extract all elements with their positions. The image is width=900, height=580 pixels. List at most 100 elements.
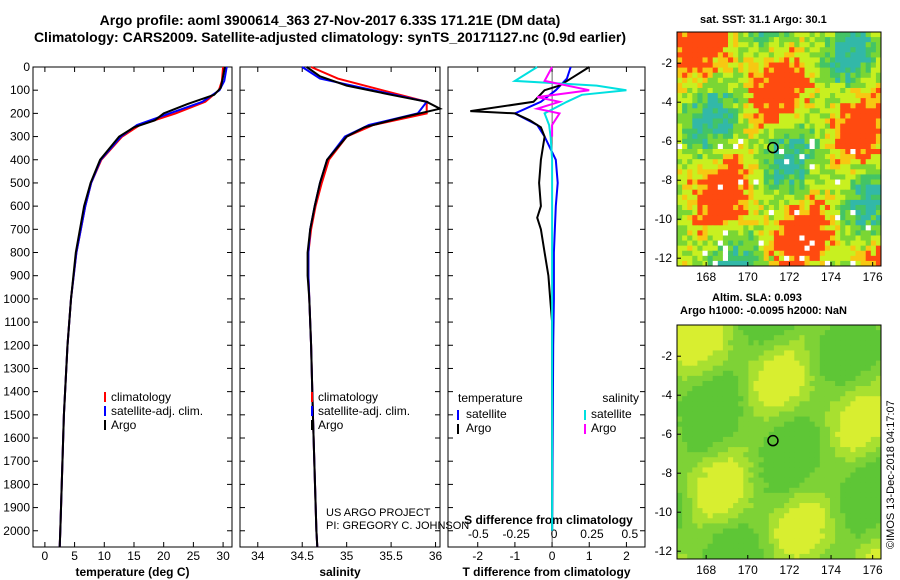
series-line-climatology [307,66,428,548]
imos-credit: ©IMOS 13-Dec-2018 04:17:07 [885,400,897,549]
map-y-tick-label: -2 [661,349,672,363]
map-y-tick-label: -8 [661,466,672,480]
x-tick-label: -1 [510,549,521,563]
series-line-climatology [58,66,225,548]
sst-map: 168 170 172 174 176 -2 -4 -6 -8 -10 -12 [655,31,883,284]
x-tick-label: 2 [623,549,630,563]
title-line-1: Argo profile: aoml 3900614_363 27-Nov-20… [99,12,561,28]
map-y-tick-label: -12 [655,544,673,558]
sst-map-title: sat. SST: 31.1 Argo: 30.1 [700,14,827,26]
x-tick-label: -2 [472,549,483,563]
y-tick-label: 1300 [3,361,30,375]
map-x-tick-label: 174 [821,270,841,284]
top-tick-label: 0.5 [622,527,639,541]
y-tick-label: 1200 [3,338,30,352]
y-tick-label: 300 [10,130,30,144]
series-line-argo [306,66,443,548]
legend-label: satellite-adj. clim. [111,404,203,418]
x-tick-label: 34.5 [291,549,315,563]
y-tick-label: 1100 [4,315,30,329]
sla-map-title-line-2: Argo h1000: -0.0095 h2000: NaN [680,305,847,317]
map-x-tick-label: 172 [779,270,799,284]
map-y-tick-label: -4 [661,388,672,402]
y-tick-label: 0 [23,60,30,74]
y-tick-label: 900 [10,269,30,283]
series-line-temperature-argo [470,66,590,531]
project-credit: US ARGO PROJECT [326,507,431,519]
y-tick-label: 1800 [3,477,30,491]
y-tick-label: 1900 [3,501,30,515]
salinity-panel: 34 34.5 35 35.5 36 salinity climatologysatelli… [239,66,443,579]
legend-label: satellite [466,407,507,421]
x-tick-label: 35 [340,549,354,563]
title-line-2: Climatology: CARS2009. Satellite-adjuste… [33,29,627,45]
map-y-tick-label: -4 [661,95,672,109]
map-y-tick-label: -2 [661,56,672,70]
map-y-tick-label: -6 [661,427,672,441]
legend-label: Argo [318,418,344,432]
x-tick-label: 25 [187,549,201,563]
x-axis-label: salinity [319,565,361,579]
legend-label: Argo [466,421,492,435]
series-line-salinity-satellite [511,66,627,531]
series-line-salinity-argo [533,66,590,137]
x-tick-label: 10 [98,549,112,563]
y-tick-label: 200 [10,106,30,120]
x-tick-label: 0 [42,549,49,563]
y-tick-label: 1600 [3,431,30,445]
legend-title-salinity: salinity [602,391,639,405]
map-y-tick-label: -8 [661,173,672,187]
map-y-tick-label: -6 [661,134,672,148]
y-tick-label: 2000 [3,524,30,538]
x-tick-label: 5 [71,549,78,563]
top-tick-label: 0.25 [580,527,604,541]
series-line-satellite-adj-clim- [301,66,429,548]
series-line-satellite-adj-clim- [58,66,228,548]
y-tick-label: 1500 [3,408,30,422]
sst-map-field [677,32,882,267]
y-tick-label: 400 [10,153,30,167]
map-y-tick-label: -10 [655,212,673,226]
y-tick-label: 700 [10,222,30,236]
legend-label: satellite [591,407,632,421]
top-axis-label: S difference from climatology [464,513,633,527]
x-tick-label: 1 [586,549,593,563]
series-line-temperature-satellite [512,66,572,531]
x-tick-label: 34 [251,549,265,563]
x-tick-label: 0 [549,549,556,563]
legend-label: satellite-adj. clim. [318,404,410,418]
legend-label: climatology [111,390,171,404]
legend-label: Argo [591,421,617,435]
x-tick-label: 30 [216,549,230,563]
y-tick-label: 500 [10,176,30,190]
x-tick-label: 35.5 [379,549,403,563]
x-tick-label: 20 [157,549,171,563]
x-tick-label: 36 [429,549,443,563]
sla-map-field [677,325,882,560]
y-tick-label: 1000 [3,292,30,306]
map-x-tick-label: 176 [863,270,883,284]
map-x-tick-label: 176 [863,563,883,577]
pi-credit: PI: GREGORY C. JOHNSON [326,520,470,532]
sla-map-title-line-1: Altim. SLA: 0.093 [712,292,802,304]
y-tick-label: 100 [10,83,30,97]
legend-label: Argo [111,418,137,432]
x-tick-label: 15 [127,549,141,563]
sst-map-frame [676,31,882,267]
map-y-tick-label: -12 [655,251,673,265]
y-tick-label: 800 [10,246,30,260]
top-tick-label: -0.5 [468,527,489,541]
x-axis-label: T difference from climatology [462,565,630,579]
series-line-argo [58,66,226,548]
temperature-panel: 0100200300400500600700800900100011001200… [3,60,233,579]
panel-frame [447,66,646,548]
legend-title-temperature: temperature [458,391,523,405]
top-tick-label: -0.25 [503,527,531,541]
sst-argo-marker [767,141,779,154]
panel-frame [239,66,441,548]
map-x-tick-label: 174 [821,563,841,577]
y-tick-label: 1700 [3,454,30,468]
y-tick-label: 600 [10,199,30,213]
panel-frame [32,66,233,548]
